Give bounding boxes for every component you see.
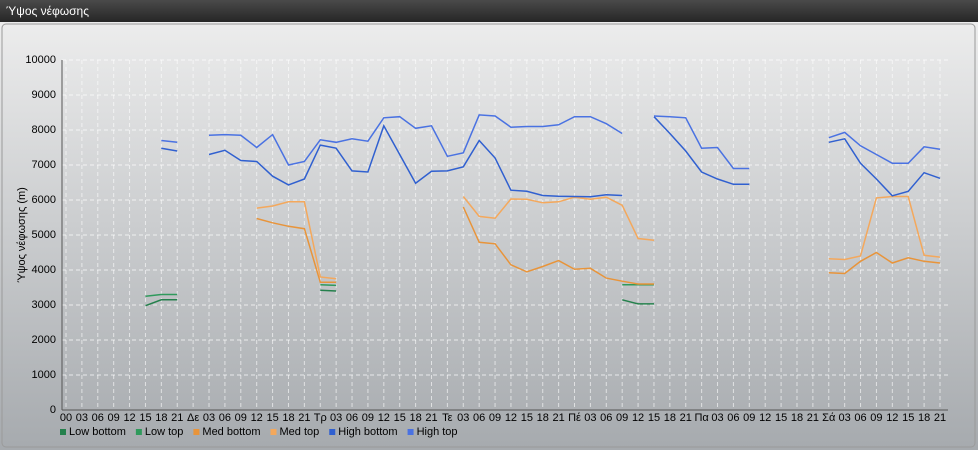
x-tick-label: 09 [108, 412, 120, 424]
x-tick-label: 15 [139, 412, 151, 424]
x-tick-label: 18 [409, 412, 421, 424]
legend-label: Low top [145, 426, 184, 438]
x-tick-label: 06 [346, 412, 358, 424]
y-tick-label: 10000 [25, 54, 56, 66]
x-tick-label: 09 [870, 412, 882, 424]
x-tick-label: 12 [505, 412, 517, 424]
y-tick-label: 7000 [32, 159, 56, 171]
legend-marker [407, 429, 414, 435]
x-tick-label: 03 [457, 412, 469, 424]
x-tick-label: 03 [330, 412, 342, 424]
x-tick-label: 18 [155, 412, 167, 424]
y-tick-label: 6000 [32, 194, 56, 206]
x-tick-label: 03 [203, 412, 215, 424]
series-line [161, 114, 941, 170]
x-tick-label: 21 [298, 412, 310, 424]
x-tick-label: 21 [807, 412, 819, 424]
x-tick-label: Τρ [314, 412, 327, 424]
series-line [256, 195, 941, 280]
x-tick-label: 06 [219, 412, 231, 424]
x-tick-label: 06 [473, 412, 485, 424]
x-tick-label: 21 [552, 412, 564, 424]
x-tick-label: 06 [854, 412, 866, 424]
x-tick-label: 06 [92, 412, 104, 424]
panel-border [1, 23, 976, 448]
y-axis-label: Ύψος νέφωσης (m) [16, 187, 28, 283]
x-tick-label: 21 [171, 412, 183, 424]
x-tick-label: 18 [537, 412, 549, 424]
y-tick-label: 4000 [32, 264, 56, 276]
x-tick-label: Πέ [568, 412, 581, 424]
x-tick-label: Σά [822, 412, 836, 424]
title-bar: Ύψος νέφωσης [0, 0, 978, 22]
legend-marker [193, 429, 200, 435]
x-tick-label: 12 [378, 412, 390, 424]
x-tick-label: 06 [600, 412, 612, 424]
x-tick-label: 00 [60, 412, 72, 424]
series-line [145, 289, 654, 307]
x-tick-label: 09 [489, 412, 501, 424]
x-tick-label: 15 [902, 412, 914, 424]
x-tick-label: Τε [442, 412, 453, 424]
x-tick-label: 12 [251, 412, 263, 424]
x-tick-label: 09 [362, 412, 374, 424]
legend-label: Med bottom [202, 426, 260, 438]
x-tick-label: 15 [394, 412, 406, 424]
x-tick-label: 18 [791, 412, 803, 424]
x-tick-label: 12 [886, 412, 898, 424]
y-tick-label: 0 [50, 404, 56, 416]
x-tick-label: 21 [680, 412, 692, 424]
x-tick-label: 03 [584, 412, 596, 424]
x-tick-label: 03 [839, 412, 851, 424]
y-tick-label: 5000 [32, 229, 56, 241]
x-tick-label: 03 [76, 412, 88, 424]
legend-label: Med top [280, 426, 320, 438]
legend-marker [329, 429, 336, 435]
x-tick-label: 12 [123, 412, 135, 424]
x-tick-label: 09 [616, 412, 628, 424]
y-tick-label: 1000 [32, 369, 56, 381]
x-tick-label: 09 [235, 412, 247, 424]
x-tick-label: 21 [934, 412, 946, 424]
legend-marker [135, 429, 142, 435]
series-line [256, 206, 941, 285]
series-line [161, 116, 941, 198]
legend-label: Low bottom [69, 426, 126, 438]
y-tick-label: 8000 [32, 124, 56, 136]
y-tick-label: 2000 [32, 334, 56, 346]
x-tick-label: 15 [648, 412, 660, 424]
x-tick-label: 09 [743, 412, 755, 424]
x-tick-label: 12 [759, 412, 771, 424]
x-tick-label: 15 [266, 412, 278, 424]
x-tick-label: 18 [282, 412, 294, 424]
x-tick-label: Δε [187, 412, 199, 424]
legend-label: High top [417, 426, 458, 438]
x-tick-label: 03 [711, 412, 723, 424]
legend-marker [270, 429, 277, 435]
x-tick-label: 18 [918, 412, 930, 424]
x-tick-label: 15 [775, 412, 787, 424]
y-tick-label: 9000 [32, 89, 56, 101]
x-tick-label: 15 [521, 412, 533, 424]
legend-marker [60, 429, 66, 435]
x-tick-label: 21 [425, 412, 437, 424]
legend-label: High bottom [338, 426, 397, 438]
x-tick-label: 18 [664, 412, 676, 424]
x-tick-label: 12 [632, 412, 644, 424]
x-tick-label: 06 [727, 412, 739, 424]
x-tick-label: Πα [694, 412, 709, 424]
y-tick-label: 3000 [32, 299, 56, 311]
